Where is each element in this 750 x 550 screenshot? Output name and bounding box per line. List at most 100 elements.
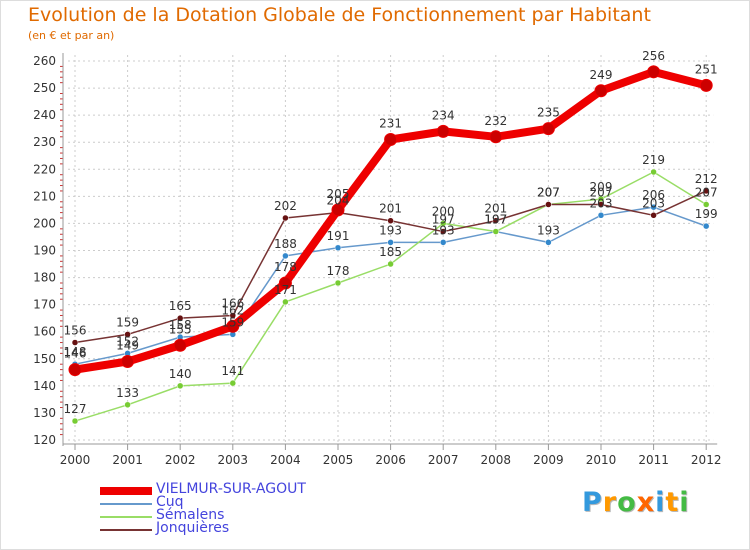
x-tick-label: 2002	[165, 453, 196, 467]
x-tick-label: 2006	[375, 453, 406, 467]
data-label: 206	[642, 188, 665, 202]
data-point	[594, 84, 608, 98]
logo-letter: i	[655, 487, 666, 518]
data-label: 207	[695, 185, 718, 199]
logo-letter: i	[679, 487, 690, 518]
x-tick-label: 2007	[428, 453, 459, 467]
data-label: 140	[169, 367, 192, 381]
data-point	[436, 124, 450, 138]
data-point	[597, 201, 605, 208]
data-label: 165	[169, 299, 192, 313]
y-tick-label: 190	[33, 244, 56, 258]
data-label: 171	[274, 283, 297, 297]
data-label: 200	[432, 204, 455, 218]
data-label: 256	[642, 49, 665, 63]
y-tick-label: 130	[33, 406, 56, 420]
data-point	[650, 203, 657, 211]
x-tick-label: 2005	[323, 453, 354, 467]
data-label: 219	[642, 153, 665, 167]
logo-letter: o	[617, 487, 637, 518]
data-point	[176, 314, 184, 322]
legend-swatch	[100, 487, 152, 495]
x-tick-label: 2003	[218, 453, 249, 467]
data-label: 155	[169, 322, 192, 336]
data-label: 162	[221, 303, 244, 317]
legend-label: VIELMUR-SUR-AGOUT	[156, 481, 306, 497]
y-tick-label: 240	[33, 108, 56, 122]
y-tick-label: 200	[33, 216, 56, 230]
x-tick-label: 2012	[691, 453, 722, 467]
data-label: 127	[64, 402, 87, 416]
data-label: 197	[432, 213, 455, 227]
y-tick-label: 120	[33, 433, 56, 447]
data-point	[439, 239, 447, 246]
data-label: 156	[64, 324, 87, 338]
data-point	[71, 417, 79, 425]
data-point	[541, 122, 555, 136]
data-point	[699, 78, 713, 92]
data-point	[597, 212, 605, 219]
data-point	[121, 354, 135, 368]
data-point	[282, 252, 289, 260]
logo-letter: r	[602, 487, 618, 518]
data-point	[702, 222, 710, 230]
data-label: 158	[169, 318, 192, 332]
data-label: 141	[221, 364, 244, 378]
data-label: 193	[432, 223, 455, 237]
data-label: 193	[379, 223, 402, 237]
y-tick-label: 220	[33, 162, 56, 176]
data-label: 199	[695, 207, 718, 221]
chart-subtitle: (en € et par an)	[28, 29, 115, 42]
data-label: 188	[274, 237, 297, 251]
data-label: 178	[327, 264, 350, 278]
data-label: 197	[484, 213, 507, 227]
data-label: 166	[221, 296, 244, 310]
data-point	[702, 201, 710, 208]
data-point	[229, 312, 237, 319]
legend-label: Sémalens	[156, 507, 225, 523]
data-label: 191	[327, 229, 350, 243]
data-point	[226, 319, 240, 333]
data-label: 178	[274, 260, 297, 274]
proxiti-logo: Proxiti	[582, 487, 690, 518]
data-point	[334, 279, 342, 287]
data-point	[229, 379, 237, 387]
legend-swatch	[100, 503, 152, 505]
data-point	[545, 201, 552, 208]
data-point	[650, 168, 657, 176]
x-tick-label: 2011	[638, 453, 669, 467]
data-point	[387, 239, 394, 246]
data-point	[439, 220, 447, 227]
chart-title: Evolution de la Dotation Globale de Fonc…	[28, 4, 651, 26]
legend-label: Cuq	[156, 494, 184, 510]
data-label: 201	[484, 202, 507, 216]
data-point	[282, 298, 289, 306]
data-label: 234	[432, 108, 455, 122]
data-point	[68, 363, 82, 377]
data-label: 148	[64, 345, 87, 359]
data-label: 204	[327, 194, 350, 208]
data-label: 201	[379, 202, 402, 216]
data-label: 212	[695, 172, 718, 186]
data-label: 231	[379, 117, 402, 131]
y-tick-label: 230	[33, 135, 56, 149]
logo-letter: P	[582, 487, 603, 518]
data-label: 185	[379, 245, 402, 259]
data-label: 193	[537, 223, 560, 237]
legend-swatch	[100, 516, 152, 518]
data-point	[384, 133, 398, 147]
y-tick-label: 210	[33, 189, 56, 203]
data-point	[545, 239, 552, 246]
data-label: 207	[590, 185, 613, 199]
y-tick-label: 260	[33, 54, 56, 68]
data-point	[650, 212, 657, 219]
data-point	[702, 187, 710, 195]
data-label: 197	[484, 213, 507, 227]
x-tick-label: 2001	[112, 453, 143, 467]
data-label: 202	[274, 199, 297, 213]
x-tick-label: 2004	[270, 453, 301, 467]
data-point	[387, 217, 394, 224]
data-label: 205	[327, 187, 350, 201]
